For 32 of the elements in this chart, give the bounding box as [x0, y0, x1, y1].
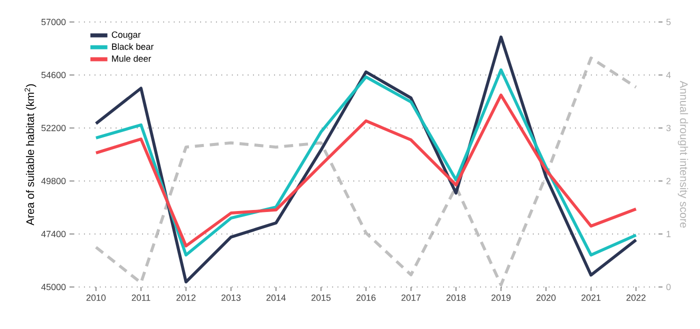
x-tick-label: 2020 [536, 294, 556, 301]
x-tick-label: 2010 [86, 294, 106, 301]
legend-label: Black bear [112, 43, 154, 50]
y-tick-label: 57000 [41, 18, 66, 26]
line-series [94, 94, 638, 248]
y-tick-label: 52200 [41, 124, 66, 132]
y2-tick-label: 2 [666, 178, 671, 184]
y-tick-label: 54600 [41, 72, 66, 78]
x-tick-label: 2012 [176, 294, 196, 301]
y2-tick-label: 1 [666, 230, 671, 238]
x-tick-label: 2014 [266, 294, 286, 301]
y2-tick-label: 0 [666, 284, 671, 290]
x-tick-label: 2011 [132, 294, 150, 301]
y2-tick-label: 4 [666, 72, 671, 78]
line-series [94, 68, 638, 256]
y-tick-label: 45000 [41, 284, 66, 290]
y2-tick-label: 3 [666, 124, 671, 132]
x-tick-label: 2016 [356, 294, 376, 301]
x-tick-label: 2018 [446, 294, 466, 301]
y-tick-label: 49800 [41, 178, 66, 184]
y2-axis-title: Annual drought intensity score [678, 80, 688, 228]
x-tick-label: 2021 [581, 294, 601, 301]
y-tick-label: 47400 [41, 230, 66, 238]
x-tick-label: 2019 [491, 294, 511, 301]
legend-label: Mule deer [112, 55, 152, 62]
x-tick-label: 2022 [626, 294, 646, 301]
x-tick-label: 2015 [311, 294, 331, 301]
y2-tick-label: 5 [666, 18, 671, 26]
y-axis-title: Area of suitable habitat (km$^{2}$) [24, 84, 36, 226]
x-tick-label: 2017 [401, 294, 421, 301]
legend-label: Cougar [112, 31, 141, 40]
x-tick-label: 2013 [221, 294, 241, 301]
